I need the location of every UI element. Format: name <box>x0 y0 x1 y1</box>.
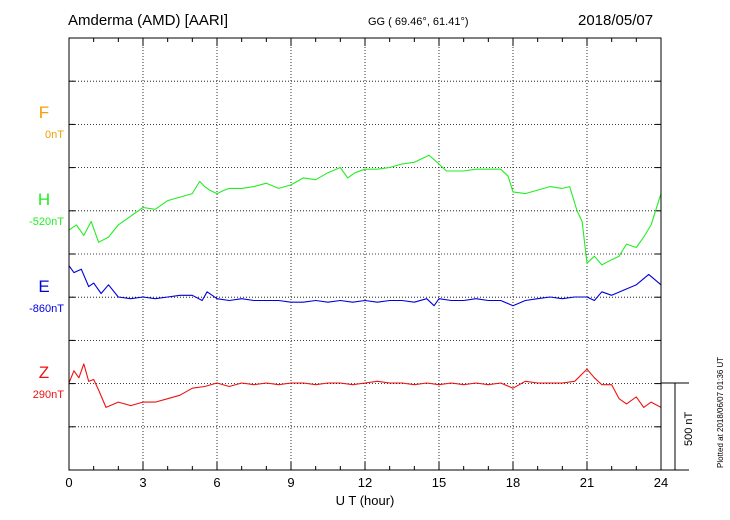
x-tick-label: 21 <box>580 475 594 490</box>
component-label-z: Z <box>39 363 49 382</box>
scale-bar-label: 500 nT <box>683 411 695 446</box>
trace-h <box>68 154 662 266</box>
scale-bar: 500 nT <box>661 382 695 471</box>
component-label-e: E <box>38 277 49 296</box>
x-tick-label: 0 <box>65 475 72 490</box>
x-tick-label: 24 <box>654 475 668 490</box>
plot-date: 2018/05/07 <box>578 12 654 29</box>
x-tick-label: 3 <box>139 475 146 490</box>
x-tick-label: 12 <box>358 475 372 490</box>
station-title: Amderma (AMD) [AARI] <box>68 12 229 29</box>
x-tick-labels: 0 3 6 9 12 15 18 21 24 <box>65 475 668 490</box>
x-tick-label: 15 <box>432 475 446 490</box>
plot-frame <box>68 37 662 471</box>
trace-z <box>68 363 662 408</box>
component-label-f: F <box>39 103 49 122</box>
baseline-label-z: 290nT <box>33 389 64 401</box>
grid-lines <box>69 38 661 470</box>
component-traces <box>68 154 662 408</box>
baseline-label-e: -860nT <box>29 303 64 315</box>
component-label-h: H <box>38 190 50 209</box>
trace-e <box>68 265 662 307</box>
geographic-coordinates: GG ( 69.46°, 61.41°) <box>368 16 469 28</box>
x-tick-label: 18 <box>506 475 520 490</box>
component-labels: F 0nT H -520nT E -860nT Z 290nT <box>29 103 64 401</box>
baseline-label-h: -520nT <box>29 216 64 228</box>
x-tick-label: 9 <box>287 475 294 490</box>
baseline-label-f: 0nT <box>45 129 64 141</box>
x-axis-title: U T (hour) <box>336 493 395 508</box>
x-tick-label: 6 <box>213 475 220 490</box>
